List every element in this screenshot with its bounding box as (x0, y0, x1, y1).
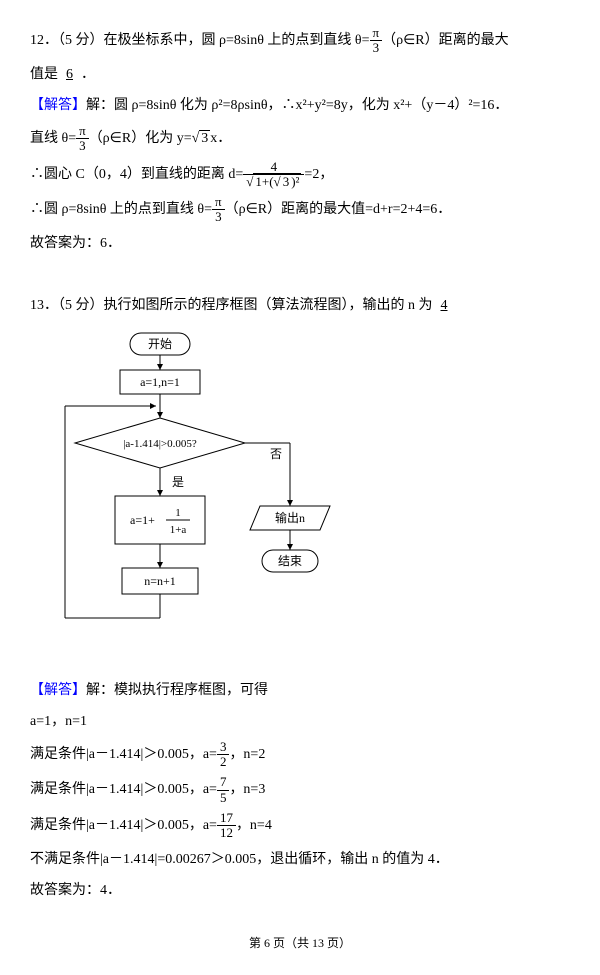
svg-text:是: 是 (172, 475, 184, 489)
q12-sol4: ∴圆 ρ=8sinθ 上的点到直线 θ=π3（ρ∈R）距离的最大值=d+r=2+… (30, 195, 570, 225)
svg-text:|a-1.414|>0.005?: |a-1.414|>0.005? (123, 438, 197, 450)
svg-text:1: 1 (175, 507, 181, 519)
q13-step1: 满足条件|a－1.414|＞0.005，a=32，n=2 (30, 740, 570, 770)
q13-points: （5 分） (58, 298, 104, 313)
svg-text:1+a: 1+a (170, 524, 187, 536)
sol-label: 【解答】 (30, 683, 86, 698)
frac-pi3c: π3 (212, 195, 225, 225)
q12-t1: 在极坐标系中，圆 ρ=8sinθ 上的点到直线 θ= (104, 33, 370, 48)
q13-ans: 故答案为：4． (30, 878, 570, 903)
page-footer: 第 6 页（共 13 页） (30, 933, 570, 955)
flowchart: 开始 a=1,n=1 |a-1.414|>0.005? 是 否 a=1+ 1 1… (60, 328, 570, 667)
svg-text:开始: 开始 (148, 337, 172, 351)
frac-pi3b: π3 (76, 124, 89, 154)
frac-3-2: 32 (217, 740, 230, 770)
q13-num: 13 (30, 298, 44, 313)
q12-sol2: 直线 θ=π3（ρ∈R）化为 y=√3x． (30, 124, 570, 154)
q12-num: 12 (30, 33, 44, 48)
svg-text:输出n: 输出n (275, 510, 305, 525)
flowchart-svg: 开始 a=1,n=1 |a-1.414|>0.005? 是 否 a=1+ 1 1… (60, 328, 360, 658)
q13-exit: 不满足条件|a－1.414|=0.00267＞0.005，退出循环，输出 n 的… (30, 847, 570, 872)
q13-stem: 13．（5 分）执行如图所示的程序框图（算法流程图），输出的 n 为4 (30, 293, 570, 318)
q12-answer: 6 (58, 67, 81, 82)
sol-label: 【解答】 (30, 98, 86, 113)
q13-answer: 4 (433, 298, 456, 313)
svg-text:a=1,n=1: a=1,n=1 (140, 375, 180, 389)
q12-stem2: 值是6． (30, 62, 570, 87)
svg-text:否: 否 (270, 447, 282, 461)
q13-step2: 满足条件|a－1.414|＞0.005，a=75，n=3 (30, 775, 570, 805)
q13-step3: 满足条件|a－1.414|＞0.005，a=1712，n=4 (30, 811, 570, 841)
q12-stem: 12．（5 分）在极坐标系中，圆 ρ=8sinθ 上的点到直线 θ=π3（ρ∈R… (30, 26, 570, 56)
frac-d: 4√1+(√3)² (243, 160, 304, 190)
frac-7-5: 75 (217, 775, 230, 805)
q12-t2: （ρ∈R）距离的最大 (382, 33, 509, 48)
q12-sol3: ∴圆心 C（0，4）到直线的距离 d=4√1+(√3)²=2， (30, 160, 570, 190)
q12-sol5: 故答案为：6． (30, 231, 570, 256)
svg-text:a=1+: a=1+ (130, 513, 155, 527)
q13-sol1: 【解答】解：模拟执行程序框图，可得 (30, 678, 570, 703)
frac-pi3: π3 (370, 26, 383, 56)
q12-points: （5 分） (58, 33, 104, 48)
q13-sol2: a=1，n=1 (30, 709, 570, 734)
frac-17-12: 1712 (217, 811, 236, 841)
svg-text:n=n+1: n=n+1 (144, 574, 176, 588)
q12-sol1: 【解答】解：圆 ρ=8sinθ 化为 ρ²=8ρsinθ，∴x²+y²=8y，化… (30, 93, 570, 118)
sqrt3: 3 (199, 130, 210, 146)
svg-text:结束: 结束 (278, 554, 302, 568)
